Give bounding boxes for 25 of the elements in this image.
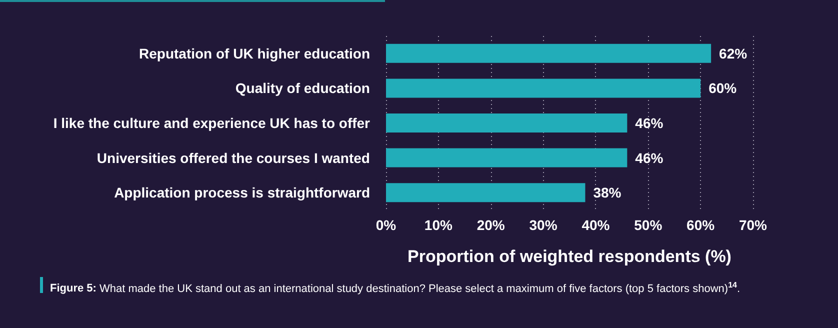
data-label: 46% bbox=[635, 150, 664, 166]
x-tick-label: 0% bbox=[376, 217, 397, 233]
x-axis-title: Proportion of weighted respondents (%) bbox=[408, 247, 732, 266]
y-tick-label: Application process is straightforward bbox=[114, 184, 370, 201]
x-tick-label: 70% bbox=[738, 217, 768, 233]
x-tick-label: 60% bbox=[686, 217, 716, 233]
bar bbox=[386, 183, 586, 202]
y-tick-label: Quality of education bbox=[235, 80, 370, 96]
bar bbox=[386, 44, 712, 63]
bar bbox=[386, 78, 701, 98]
data-label: 38% bbox=[593, 184, 622, 201]
y-tick-label: Reputation of UK higher education bbox=[139, 45, 370, 62]
data-label: 46% bbox=[635, 115, 664, 131]
x-tick-label: 20% bbox=[476, 217, 506, 233]
x-tick-label: 30% bbox=[529, 217, 558, 233]
y-tick-label: I like the culture and experience UK has to offer bbox=[53, 115, 371, 131]
data-label: 60% bbox=[708, 80, 738, 96]
x-tick-label: 40% bbox=[582, 217, 610, 233]
x-tick-label: 10% bbox=[424, 217, 453, 233]
bar bbox=[386, 114, 628, 132]
x-tick-label: 50% bbox=[634, 217, 663, 233]
caption: Figure 5: What made the UK stand out as an international study destination? Please select a maximum of five factors (top 5 factors shown)$^{14}$. bbox=[50, 280, 740, 295]
data-label: 62% bbox=[719, 45, 748, 62]
y-tick-label: Universities offered the courses I wanted bbox=[96, 150, 370, 166]
bar bbox=[386, 148, 628, 168]
